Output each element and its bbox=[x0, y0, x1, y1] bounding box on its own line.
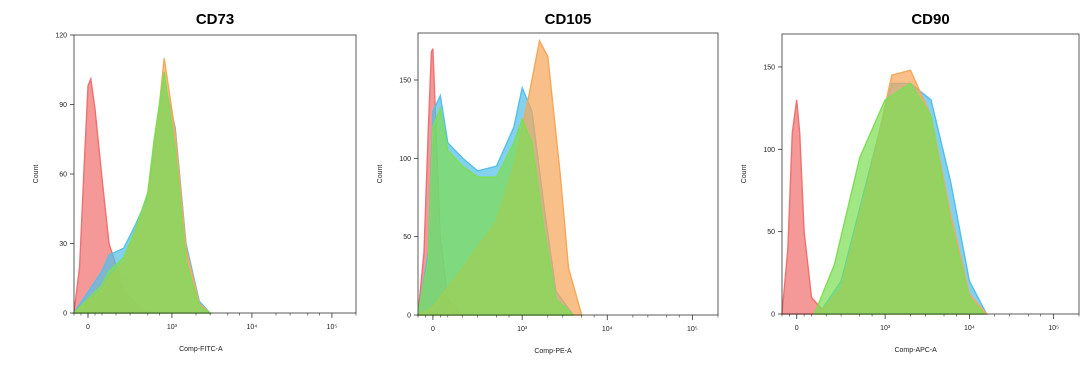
y-tick-label: 0 bbox=[407, 313, 411, 320]
y-tick-label: 30 bbox=[59, 241, 67, 248]
x-axis-label: Comp-APC-A bbox=[894, 347, 937, 354]
histogram-panel-cd90: CD90 0 50 100 150 0 10³ 10⁴ 10⁵ Comp-APC-A Count bbox=[724, 0, 1087, 374]
y-tick-label: 50 bbox=[403, 234, 411, 241]
histogram-series-3 bbox=[72, 71, 213, 314]
x-axis-label: Comp-FITC-A bbox=[179, 346, 223, 353]
histogram-panel-cd73: CD73 0 30 60 90 120 0 10³ 10⁴ 10⁵ Comp-FITC-A Count bbox=[0, 0, 362, 374]
x-tick-label: 10⁵ bbox=[687, 326, 698, 333]
x-tick-label: 10⁴ bbox=[247, 324, 258, 331]
y-tick-label: 50 bbox=[767, 229, 775, 236]
plot-frame bbox=[417, 32, 719, 316]
chart-title: CD90 bbox=[911, 11, 949, 28]
x-tick-label: 10³ bbox=[517, 326, 528, 333]
y-axis-label: Count bbox=[741, 165, 748, 184]
y-tick-label: 120 bbox=[55, 33, 67, 40]
y-axis-label: Count bbox=[377, 165, 384, 184]
histogram-panel-cd105: CD105 0 50 100 150 0 10³ 10⁴ 10⁵ Comp-PE-A Count bbox=[362, 0, 724, 374]
chart-title: CD105 bbox=[545, 11, 592, 28]
y-tick-label: 100 bbox=[399, 156, 411, 163]
y-axis-label: Count bbox=[33, 165, 40, 184]
x-tick-label: 10⁵ bbox=[1048, 325, 1059, 332]
chart-title: CD73 bbox=[196, 11, 234, 28]
histogram-series-3 bbox=[417, 105, 574, 316]
plot-frame bbox=[781, 33, 1080, 315]
y-tick-label: 150 bbox=[399, 78, 411, 85]
histogram-cd90: CD90 0 50 100 150 0 10³ 10⁴ 10⁵ Comp-APC-A Count bbox=[741, 11, 1080, 354]
y-tick-label: 100 bbox=[763, 147, 775, 154]
x-axis-label: Comp-PE-A bbox=[534, 348, 572, 355]
x-tick-label: 10⁵ bbox=[327, 324, 338, 331]
histogram-series-0 bbox=[781, 99, 827, 315]
x-tick-label: 10⁴ bbox=[964, 325, 975, 332]
histogram-cd73: CD73 0 30 60 90 120 0 10³ 10⁴ 10⁵ Comp-FITC-A Count bbox=[33, 11, 357, 353]
y-tick-label: 0 bbox=[63, 311, 67, 318]
histogram-cd105: CD105 0 50 100 150 0 10³ 10⁴ 10⁵ Comp-PE-A Count bbox=[377, 11, 719, 355]
y-tick-label: 0 bbox=[771, 312, 775, 319]
y-tick-label: 60 bbox=[59, 172, 67, 179]
histogram-series-3 bbox=[813, 82, 985, 315]
x-tick-label: 0 bbox=[431, 326, 435, 333]
x-tick-label: 0 bbox=[86, 324, 90, 331]
x-tick-label: 10⁴ bbox=[602, 326, 613, 333]
y-tick-label: 90 bbox=[59, 102, 67, 109]
x-tick-label: 10³ bbox=[880, 325, 891, 332]
y-tick-label: 150 bbox=[763, 64, 775, 71]
x-tick-label: 0 bbox=[795, 325, 799, 332]
x-tick-label: 10³ bbox=[167, 324, 178, 331]
